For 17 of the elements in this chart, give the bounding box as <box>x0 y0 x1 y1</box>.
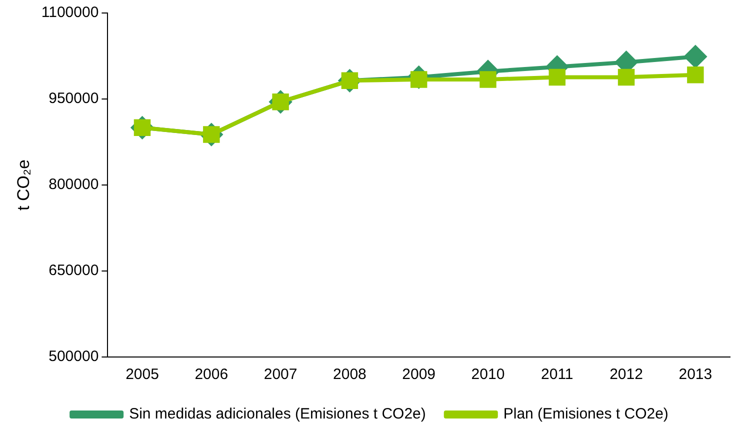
x-tick-label: 2008 <box>333 366 366 384</box>
x-tick-label: 2012 <box>610 366 643 384</box>
x-tick-label: 2011 <box>541 366 574 384</box>
y-tick-label: 800000 <box>48 176 99 194</box>
x-tick-label: 2009 <box>402 366 436 384</box>
y-tick-label: 650000 <box>48 262 99 280</box>
y-axis-title: t CO₂e <box>14 160 33 210</box>
x-tick-label: 2007 <box>264 366 298 384</box>
legend-label: Sin medidas adicionales (Emisiones t CO2e) <box>129 406 426 423</box>
x-tick-label: 2006 <box>194 366 228 384</box>
legend-label: Plan (Emisiones t CO2e) <box>503 406 668 423</box>
y-tick-label: 500000 <box>48 348 99 366</box>
x-tick-label: 2005 <box>126 366 159 384</box>
y-tick-label: 950000 <box>48 90 99 108</box>
x-tick-label: 2013 <box>678 366 712 384</box>
x-tick-label: 2010 <box>471 366 505 384</box>
y-tick-label: 1100000 <box>41 4 99 22</box>
